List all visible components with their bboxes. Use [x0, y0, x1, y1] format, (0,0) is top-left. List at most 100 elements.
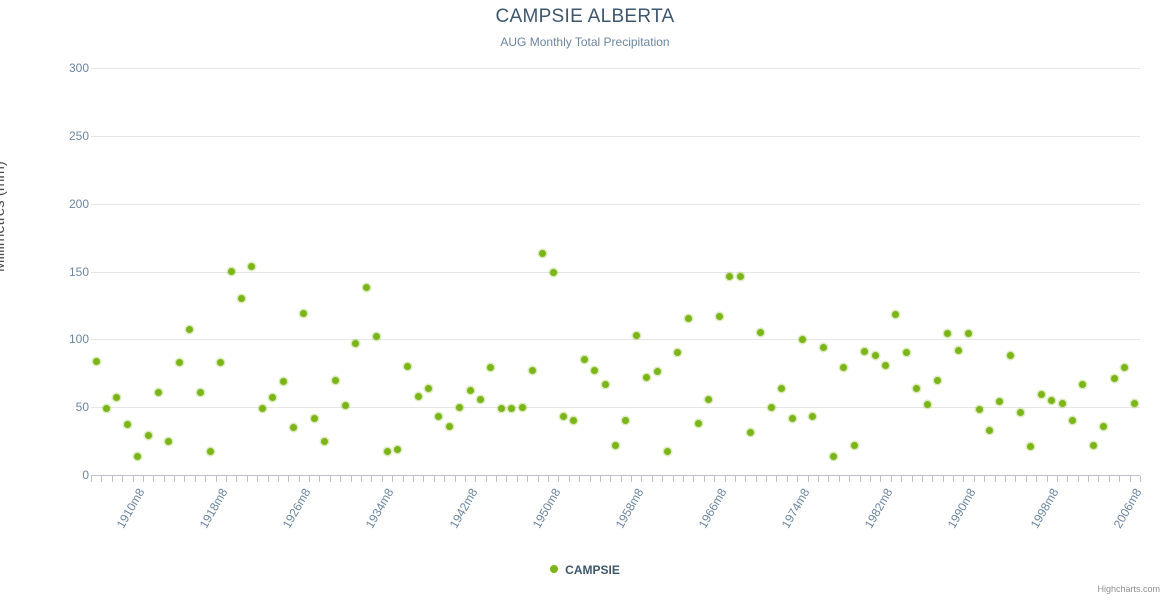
data-point[interactable] [726, 273, 734, 281]
data-point[interactable] [393, 445, 401, 453]
data-point[interactable] [902, 349, 910, 357]
data-point[interactable] [882, 361, 890, 369]
data-point[interactable] [290, 424, 298, 432]
data-point[interactable] [123, 421, 131, 429]
data-point[interactable] [487, 364, 495, 372]
data-point[interactable] [632, 331, 640, 339]
data-point[interactable] [155, 388, 162, 396]
data-point[interactable] [985, 426, 993, 434]
data-point[interactable] [663, 448, 671, 456]
data-point[interactable] [476, 395, 484, 403]
data-point[interactable] [788, 414, 796, 422]
data-point[interactable] [1120, 364, 1128, 372]
data-point[interactable] [341, 402, 349, 410]
data-point[interactable] [279, 377, 287, 385]
data-point[interactable] [518, 403, 526, 411]
data-point[interactable] [362, 284, 370, 292]
data-point[interactable] [830, 452, 838, 460]
data-point[interactable] [601, 380, 609, 388]
data-point[interactable] [269, 394, 277, 402]
data-point[interactable] [1131, 399, 1139, 407]
data-point[interactable] [497, 405, 505, 413]
data-point[interactable] [736, 273, 744, 281]
data-point[interactable] [134, 452, 142, 460]
data-point[interactable] [113, 394, 121, 402]
data-point[interactable] [715, 312, 723, 320]
data-point[interactable] [757, 329, 765, 337]
data-point[interactable] [767, 403, 775, 411]
data-point[interactable] [310, 414, 318, 422]
data-point[interactable] [248, 262, 256, 270]
data-point[interactable] [373, 333, 381, 341]
legend-item[interactable]: CAMPSIE [550, 562, 620, 577]
data-point[interactable] [913, 384, 921, 392]
data-point[interactable] [539, 250, 547, 258]
data-point[interactable] [653, 368, 661, 376]
data-point[interactable] [425, 384, 433, 392]
data-point[interactable] [466, 387, 474, 395]
data-point[interactable] [695, 419, 703, 427]
data-point[interactable] [1027, 443, 1035, 450]
data-point[interactable] [996, 398, 1004, 406]
data-point[interactable] [300, 310, 308, 318]
data-point[interactable] [778, 384, 786, 392]
data-point[interactable] [622, 417, 630, 425]
data-point[interactable] [217, 358, 225, 366]
data-point[interactable] [684, 315, 692, 323]
data-point[interactable] [1017, 409, 1025, 417]
data-point[interactable] [923, 400, 931, 408]
data-point[interactable] [1037, 391, 1045, 399]
data-point[interactable] [809, 413, 817, 421]
data-point[interactable] [1110, 375, 1118, 383]
data-point[interactable] [206, 448, 214, 456]
data-point[interactable] [580, 356, 588, 364]
data-point[interactable] [1068, 417, 1076, 425]
data-point[interactable] [861, 348, 869, 356]
data-point[interactable] [591, 367, 599, 375]
data-point[interactable] [892, 311, 900, 319]
data-point[interactable] [1006, 352, 1014, 360]
data-point[interactable] [1079, 380, 1087, 388]
data-point[interactable] [798, 335, 806, 343]
data-point[interactable] [975, 406, 983, 414]
data-point[interactable] [196, 388, 204, 396]
data-point[interactable] [850, 441, 858, 449]
data-point[interactable] [175, 358, 183, 366]
data-point[interactable] [238, 295, 246, 303]
data-point[interactable] [165, 437, 173, 445]
data-point[interactable] [227, 268, 235, 275]
data-point[interactable] [1048, 396, 1056, 404]
data-point[interactable] [103, 405, 111, 413]
data-point[interactable] [965, 330, 973, 338]
data-point[interactable] [1058, 399, 1066, 407]
data-point[interactable] [456, 403, 464, 411]
data-point[interactable] [445, 422, 453, 430]
data-point[interactable] [819, 343, 827, 351]
data-point[interactable] [435, 413, 443, 421]
data-point[interactable] [144, 432, 152, 440]
data-point[interactable] [643, 373, 651, 381]
data-point[interactable] [508, 405, 516, 413]
data-point[interactable] [933, 376, 941, 384]
data-point[interactable] [674, 349, 682, 357]
data-point[interactable] [528, 367, 536, 375]
data-point[interactable] [414, 392, 422, 400]
data-point[interactable] [1089, 441, 1097, 449]
data-point[interactable] [404, 362, 412, 370]
data-point[interactable] [944, 330, 952, 338]
data-point[interactable] [331, 376, 339, 384]
data-point[interactable] [1100, 422, 1108, 430]
data-point[interactable] [383, 448, 391, 456]
data-point[interactable] [321, 437, 329, 445]
highcharts-credit[interactable]: Highcharts.com [1097, 584, 1160, 594]
data-point[interactable] [186, 326, 194, 334]
data-point[interactable] [570, 417, 578, 425]
data-point[interactable] [747, 429, 755, 437]
data-point[interactable] [840, 364, 848, 372]
data-point[interactable] [549, 269, 557, 277]
data-point[interactable] [954, 346, 962, 354]
data-point[interactable] [258, 405, 266, 413]
data-point[interactable] [92, 357, 100, 365]
data-point[interactable] [560, 413, 568, 421]
data-point[interactable] [612, 441, 619, 449]
